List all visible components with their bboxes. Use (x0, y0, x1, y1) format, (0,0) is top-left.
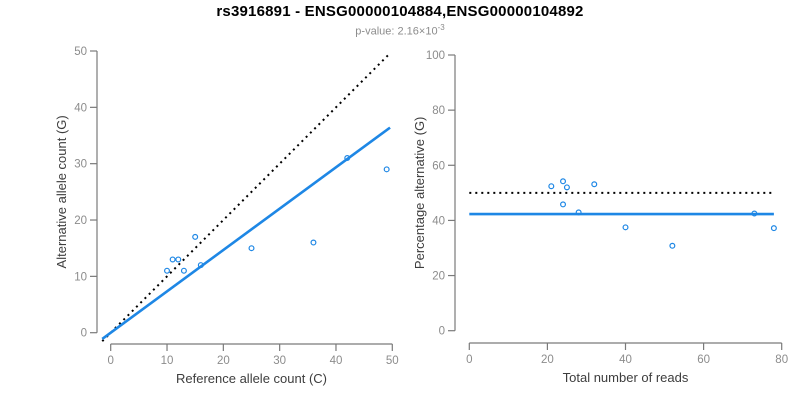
x-tick-label: 0 (466, 354, 472, 366)
x-axis-title: Total number of reads (563, 370, 689, 385)
x-tick-label: 0 (107, 355, 113, 367)
data-point (622, 224, 629, 231)
data-point (197, 262, 204, 269)
data-point (770, 225, 777, 232)
x-tick-label: 50 (386, 355, 399, 367)
x-tick-label: 20 (541, 354, 554, 366)
data-point (669, 242, 676, 249)
data-point (175, 256, 182, 263)
data-point (563, 184, 570, 191)
percentage-panel: 0 20 40 60 80 100 0 20 40 60 80 Total number of rea… (412, 50, 788, 385)
data-point (548, 183, 555, 190)
data-point (575, 209, 582, 216)
data-point (180, 267, 187, 274)
data-point (248, 245, 255, 252)
fit-line (101, 126, 391, 340)
data-point (591, 181, 598, 188)
y-tick-label: 10 (74, 271, 87, 283)
x-tick-label: 20 (217, 355, 230, 367)
data-point (192, 233, 199, 240)
y-tick-label: 20 (432, 271, 445, 283)
allele-counts-panel: 0 10 20 30 40 50 0 10 20 30 40 50 Reference allele c… (54, 46, 399, 386)
figure-subtitle: p-value: 2.16×10-3 (0, 23, 800, 38)
y-tick-label: 20 (74, 215, 87, 227)
identity-line (101, 53, 390, 342)
x-tick-label: 60 (697, 354, 710, 366)
data-point (383, 166, 390, 173)
y-tick-label: 50 (74, 46, 87, 58)
y-tick-label: 40 (74, 102, 87, 114)
figure-title: rs3916891 - ENSG00000104884,ENSG00000104… (216, 3, 584, 20)
y-tick-label: 100 (426, 50, 445, 62)
data-point (560, 201, 567, 208)
y-tick-label: 80 (432, 105, 445, 117)
y-tick-label: 30 (74, 159, 87, 171)
data-point (169, 256, 176, 263)
x-tick-label: 10 (161, 355, 174, 367)
pvalue-text: p-value: 2.16×10 (355, 25, 438, 38)
pvalue-exponent: -3 (437, 23, 445, 32)
y-tick-label: 0 (439, 326, 445, 338)
x-axis-title: Reference allele count (C) (176, 371, 327, 386)
y-axis-title: Alternative allele count (G) (54, 115, 69, 268)
x-tick-label: 30 (273, 355, 286, 367)
y-tick-label: 0 (81, 328, 87, 340)
data-point (164, 267, 171, 274)
data-point (344, 155, 351, 162)
x-tick-label: 40 (330, 355, 343, 367)
y-axis-title: Percentage alternative (G) (412, 117, 427, 269)
data-point (751, 210, 758, 217)
y-tick-label: 60 (432, 160, 445, 172)
data-point (560, 178, 567, 185)
x-tick-label: 40 (619, 354, 632, 366)
y-tick-label: 40 (432, 215, 445, 227)
data-point (310, 239, 317, 246)
x-tick-label: 80 (775, 354, 788, 366)
